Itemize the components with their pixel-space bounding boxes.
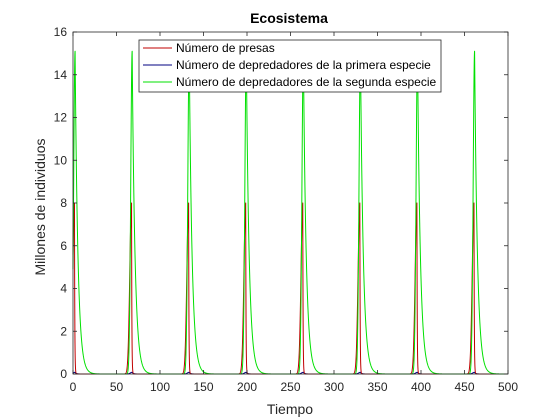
legend-label-depredadores-primera: Número de depredadores de la primera esp…	[176, 58, 431, 72]
x-tick-label: 400	[411, 380, 431, 394]
y-tick-label: 4	[60, 282, 67, 296]
legend-box	[138, 39, 442, 93]
x-tick-label: 100	[150, 380, 170, 394]
y-tick-label: 12	[54, 111, 68, 125]
y-tick-label: 16	[54, 25, 68, 39]
x-tick-label: 500	[498, 380, 518, 394]
y-axis: 0 2 4 6 8 10 12 14 16	[54, 25, 508, 381]
y-tick-label: 14	[54, 68, 68, 82]
x-tick-label: 250	[280, 380, 300, 394]
x-tick-label: 0	[70, 380, 77, 394]
x-tick-label: 350	[367, 380, 387, 394]
y-tick-label: 8	[60, 196, 67, 210]
x-axis-label: Tiempo	[267, 401, 313, 417]
x-tick-label: 50	[110, 380, 124, 394]
legend-label-depredadores-segunda: Número de depredadores de la segunda esp…	[176, 75, 437, 89]
legend: Número de presas Número de depredadores …	[138, 39, 442, 93]
y-tick-label: 10	[54, 153, 68, 167]
x-tick-label: 450	[454, 380, 474, 394]
x-axis: 0 50 100 150 200 250 300 350 400 450 500	[70, 32, 518, 394]
legend-label-presas: Número de presas	[176, 41, 275, 55]
y-tick-label: 2	[60, 324, 67, 338]
x-tick-label: 200	[237, 380, 257, 394]
y-axis-label: Millones de individuos	[32, 139, 48, 276]
x-tick-label: 150	[193, 380, 213, 394]
y-tick-label: 6	[60, 239, 67, 253]
chart-title: Ecosistema	[250, 10, 328, 26]
y-tick-label: 0	[60, 367, 67, 381]
x-tick-label: 300	[324, 380, 344, 394]
